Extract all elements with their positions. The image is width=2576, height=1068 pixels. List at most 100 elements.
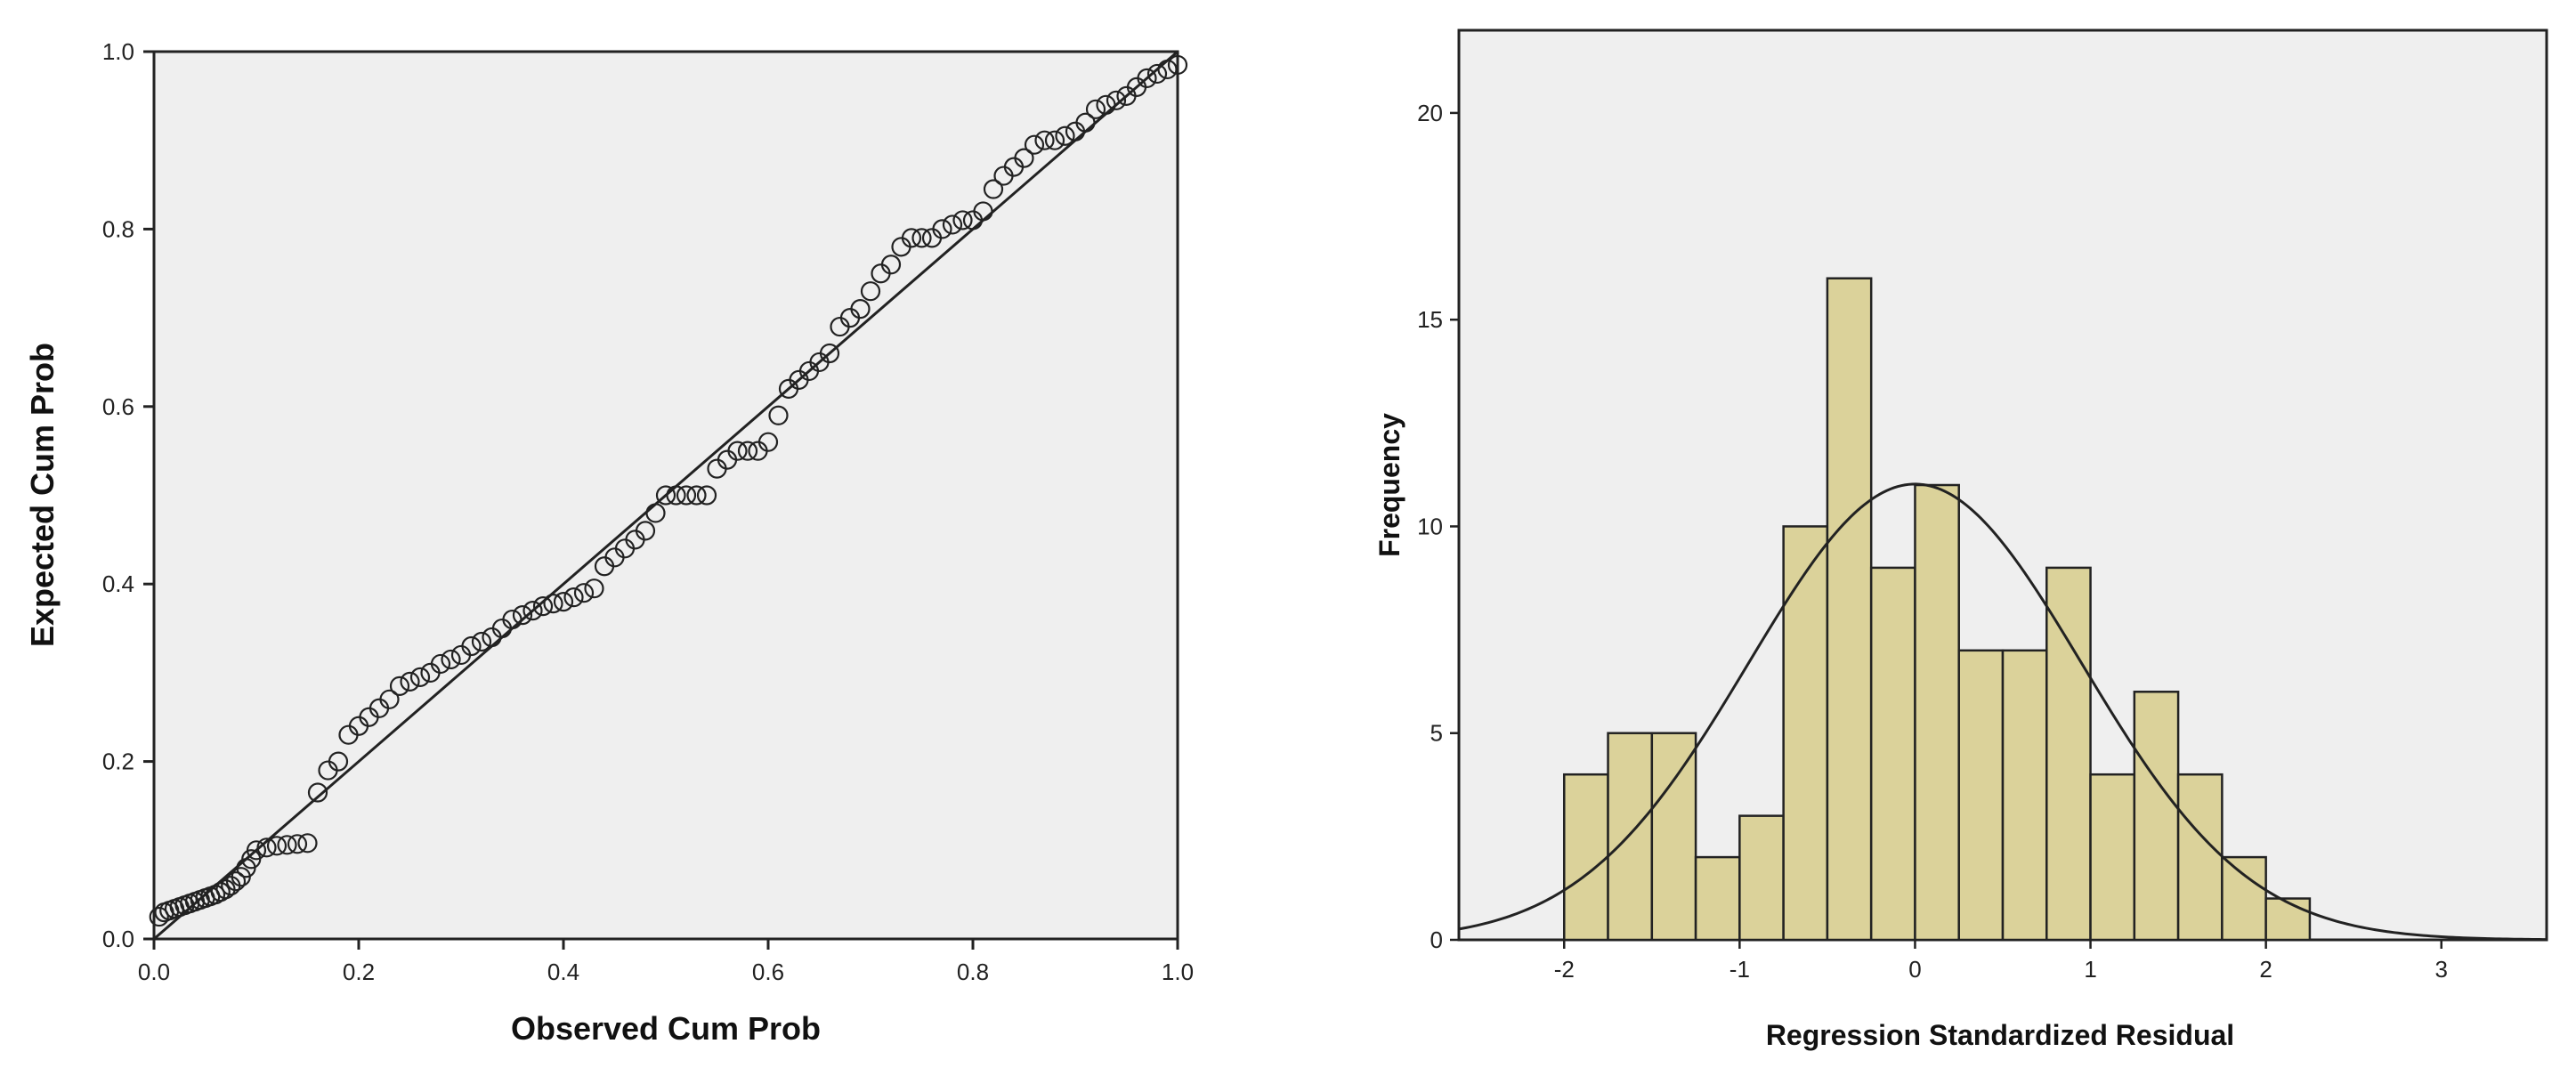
histogram-y-tick-label: 20 bbox=[1417, 100, 1443, 126]
histogram-bar bbox=[1914, 483, 1960, 942]
histogram-x-tick-label: 3 bbox=[2435, 956, 2448, 983]
pp-reference-line bbox=[153, 50, 1179, 941]
pp-y-tick-label: 0.0 bbox=[102, 926, 134, 952]
pp-x-tick-label: 0.4 bbox=[547, 959, 579, 985]
pp-data-point bbox=[850, 299, 871, 320]
histogram-x-tick-label: -2 bbox=[1554, 956, 1575, 983]
histogram-tick-labels: -2 -1 0 1 2 3 0 5 10 15 20 bbox=[1417, 100, 2448, 983]
histogram-x-tick-label: -1 bbox=[1729, 956, 1750, 983]
pp-data-point bbox=[1014, 148, 1034, 168]
histogram-x-tick-label: 2 bbox=[2259, 956, 2272, 983]
pp-data-point bbox=[727, 441, 748, 461]
pp-y-tick-label: 0.6 bbox=[102, 393, 134, 420]
histogram-y-axis-title: Frequency bbox=[1373, 413, 1405, 557]
pp-data-point bbox=[287, 834, 308, 854]
pp-data-point bbox=[666, 485, 686, 506]
histogram-x-tick-label: 1 bbox=[2084, 956, 2096, 983]
pp-data-point bbox=[379, 689, 400, 709]
pp-data-point bbox=[860, 281, 881, 302]
histogram-y-tick-label: 15 bbox=[1417, 306, 1443, 333]
pp-plot-panel: 0.0 0.2 0.4 0.6 0.8 1.0 0.0 0.2 0.4 0.6 0.8 1.0 Obs… bbox=[24, 38, 1194, 1047]
pp-data-point bbox=[430, 653, 451, 675]
pp-data-point bbox=[880, 255, 902, 275]
histogram-bars bbox=[1563, 277, 2312, 942]
histogram-bar bbox=[2089, 773, 2136, 942]
pp-x-axis-title: Observed Cum Prob bbox=[511, 1010, 821, 1047]
histogram-bar bbox=[2045, 566, 2092, 942]
pp-data-point bbox=[655, 485, 676, 506]
pp-data-point bbox=[328, 751, 349, 772]
pp-data-point bbox=[409, 667, 431, 687]
normal-curve bbox=[1458, 482, 2548, 942]
pp-data-point bbox=[1157, 59, 1178, 80]
histogram-bar bbox=[2133, 691, 2180, 942]
pp-data-point bbox=[1146, 63, 1168, 85]
histogram-bar bbox=[1869, 566, 1916, 942]
pp-data-point bbox=[512, 604, 533, 626]
histogram-panel: -2 -1 0 1 2 3 0 5 10 15 20 Regression Standardized… bbox=[1373, 28, 2548, 1051]
pp-data-point bbox=[246, 840, 267, 861]
pp-data-point bbox=[1096, 94, 1116, 115]
pp-x-tick-label: 0.6 bbox=[752, 959, 784, 985]
pp-data-point bbox=[400, 671, 420, 692]
pp-data-point bbox=[645, 503, 666, 523]
histogram-bar bbox=[2221, 855, 2267, 942]
pp-data-point bbox=[983, 179, 1004, 199]
pp-y-tick-label: 1.0 bbox=[102, 38, 134, 65]
pp-data-point bbox=[676, 485, 697, 506]
pp-data-point bbox=[502, 609, 522, 630]
pp-data-point bbox=[277, 835, 297, 855]
pp-data-point bbox=[532, 596, 554, 617]
histogram-x-tick-label: 0 bbox=[1908, 956, 1921, 983]
histogram-bar bbox=[2001, 649, 2048, 942]
histogram-bar bbox=[1782, 525, 1829, 942]
histogram-bar bbox=[1738, 814, 1785, 942]
histogram-bar bbox=[2264, 897, 2312, 942]
pp-data-point bbox=[737, 441, 758, 461]
pp-x-tick-label: 0.8 bbox=[957, 959, 989, 985]
pp-data-point bbox=[973, 201, 993, 222]
pp-data-point bbox=[553, 592, 574, 612]
histogram-bar bbox=[1957, 649, 2005, 942]
pp-data-point bbox=[543, 594, 563, 614]
histogram-bar bbox=[1826, 277, 1873, 942]
pp-data-point bbox=[1055, 125, 1075, 146]
pp-data-point bbox=[757, 432, 779, 452]
pp-data-point bbox=[573, 583, 595, 603]
pp-data-point bbox=[1024, 134, 1045, 155]
pp-data-point bbox=[696, 485, 717, 506]
pp-data-point bbox=[635, 521, 656, 541]
pp-data-point bbox=[461, 635, 482, 657]
pp-data-point bbox=[149, 906, 169, 927]
pp-tick-labels: 0.0 0.2 0.4 0.6 0.8 1.0 0.0 0.2 0.4 0.6 0.8 1.0 bbox=[102, 38, 1194, 985]
pp-data-point bbox=[686, 485, 707, 506]
pp-y-tick-label: 0.8 bbox=[102, 215, 134, 242]
pp-ticks bbox=[143, 50, 1179, 950]
pp-data-point bbox=[1034, 130, 1055, 150]
histogram-x-axis-title: Regression Standardized Residual bbox=[1766, 1019, 2234, 1051]
pp-y-tick-label: 0.4 bbox=[102, 570, 134, 597]
histogram-y-tick-label: 5 bbox=[1430, 720, 1443, 747]
pp-data-point bbox=[584, 578, 604, 599]
pp-data-point bbox=[441, 649, 461, 670]
pp-data-point bbox=[1044, 130, 1065, 150]
pp-data-point bbox=[1106, 90, 1127, 110]
pp-data-point bbox=[563, 587, 584, 608]
pp-data-point bbox=[1137, 68, 1157, 89]
pp-data-point bbox=[256, 837, 277, 858]
pp-data-point bbox=[389, 676, 410, 696]
histogram-y-tick-label: 0 bbox=[1430, 926, 1443, 953]
pp-data-point bbox=[1085, 99, 1106, 119]
pp-x-tick-label: 1.0 bbox=[1162, 959, 1194, 985]
pp-data-point bbox=[471, 631, 492, 652]
pp-data-point bbox=[952, 210, 973, 231]
histogram-ticks bbox=[1450, 111, 2442, 949]
pp-data-point bbox=[307, 782, 328, 803]
histogram-bar bbox=[1563, 773, 1609, 942]
histogram-bar bbox=[2176, 773, 2224, 942]
pp-data-point bbox=[522, 601, 543, 621]
histogram-bar bbox=[1694, 855, 1741, 942]
pp-data-point bbox=[1075, 112, 1096, 133]
pp-data-point bbox=[932, 219, 952, 239]
